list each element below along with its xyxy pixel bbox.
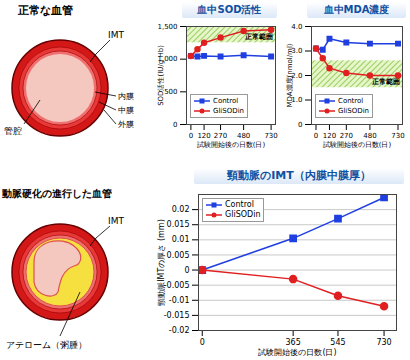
- svg-text:1.0: 1.0: [291, 96, 303, 105]
- svg-text:試験開始後の日数(日): 試験開始後の日数(日): [197, 141, 266, 149]
- html-text:GliSODin: GliSODin: [213, 107, 244, 115]
- svg-text:-0.005: -0.005: [164, 281, 190, 290]
- svg-text:0: 0: [314, 132, 318, 140]
- svg-text:外膜: 外膜: [118, 120, 134, 129]
- svg-text:0.01: 0.01: [172, 235, 190, 244]
- svg-text:中膜: 中膜: [118, 106, 134, 115]
- svg-text:120: 120: [197, 132, 210, 140]
- svg-text:270: 270: [214, 132, 227, 140]
- svg-text:0: 0: [200, 338, 205, 347]
- svg-text:正常な血管: 正常な血管: [17, 4, 73, 17]
- svg-text:2.0: 2.0: [291, 71, 303, 80]
- html-text:GliSODin: GliSODin: [338, 107, 369, 115]
- svg-text:SOD活性(IU/g Hb): SOD活性(IU/g Hb): [157, 45, 165, 106]
- svg-text:試験開始後の日数(日): 試験開始後の日数(日): [258, 348, 336, 357]
- html-text:Control: Control: [338, 97, 364, 105]
- svg-text:730: 730: [391, 132, 404, 140]
- svg-text:管腔: 管腔: [4, 126, 22, 136]
- svg-text:0: 0: [184, 266, 189, 275]
- svg-text:270: 270: [340, 132, 353, 140]
- svg-text:365: 365: [286, 338, 301, 347]
- svg-text:IMT: IMT: [108, 216, 124, 226]
- html-text:血中SOD活性: 血中SOD活性: [197, 4, 262, 15]
- svg-text:-0.01: -0.01: [169, 296, 190, 305]
- svg-text:正常範囲: 正常範囲: [371, 78, 400, 86]
- svg-text:0: 0: [173, 121, 177, 129]
- html-text:頸動脈のIMT（内膜中膜厚）: 頸動脈のIMT（内膜中膜厚）: [227, 169, 371, 182]
- svg-text:0.005: 0.005: [167, 251, 190, 260]
- svg-text:1,500: 1,500: [157, 23, 177, 31]
- svg-text:500: 500: [164, 88, 177, 96]
- svg-text:MDA濃度(nmol/ml): MDA濃度(nmol/ml): [286, 43, 294, 107]
- svg-text:730: 730: [376, 338, 391, 347]
- svg-text:試験開始後の日数(日): 試験開始後の日数(日): [323, 141, 392, 149]
- html-text:血中MDA濃度: 血中MDA濃度: [323, 4, 390, 15]
- svg-text:-0.02: -0.02: [169, 326, 190, 335]
- svg-text:正常範囲: 正常範囲: [244, 33, 273, 41]
- svg-text:IMT: IMT: [108, 30, 124, 40]
- svg-text:730: 730: [264, 132, 277, 140]
- svg-text:545: 545: [330, 338, 345, 347]
- svg-text:4.0: 4.0: [291, 23, 302, 31]
- svg-text:-0.015: -0.015: [164, 311, 190, 320]
- svg-text:0: 0: [189, 132, 193, 140]
- svg-text:0.02: 0.02: [172, 205, 190, 214]
- svg-text:アテローム（粥腫）: アテローム（粥腫）: [6, 340, 87, 350]
- svg-text:内膜: 内膜: [118, 92, 134, 101]
- svg-text:480: 480: [237, 132, 250, 140]
- svg-text:0: 0: [298, 121, 302, 129]
- html-text:Control: Control: [225, 200, 254, 209]
- svg-text:1,000: 1,000: [157, 55, 178, 64]
- svg-text:頸動脈IMTの厚さ (mm): 頸動脈IMTの厚さ (mm): [157, 219, 166, 306]
- svg-text:3.0: 3.0: [291, 47, 303, 56]
- svg-text:動脈硬化の進行した血管: 動脈硬化の進行した血管: [1, 188, 112, 199]
- html-text:GliSODin: GliSODin: [225, 210, 261, 219]
- svg-text:120: 120: [323, 132, 336, 140]
- svg-text:480: 480: [363, 132, 376, 140]
- svg-text:0.015: 0.015: [167, 220, 190, 229]
- html-text:Control: Control: [213, 97, 239, 105]
